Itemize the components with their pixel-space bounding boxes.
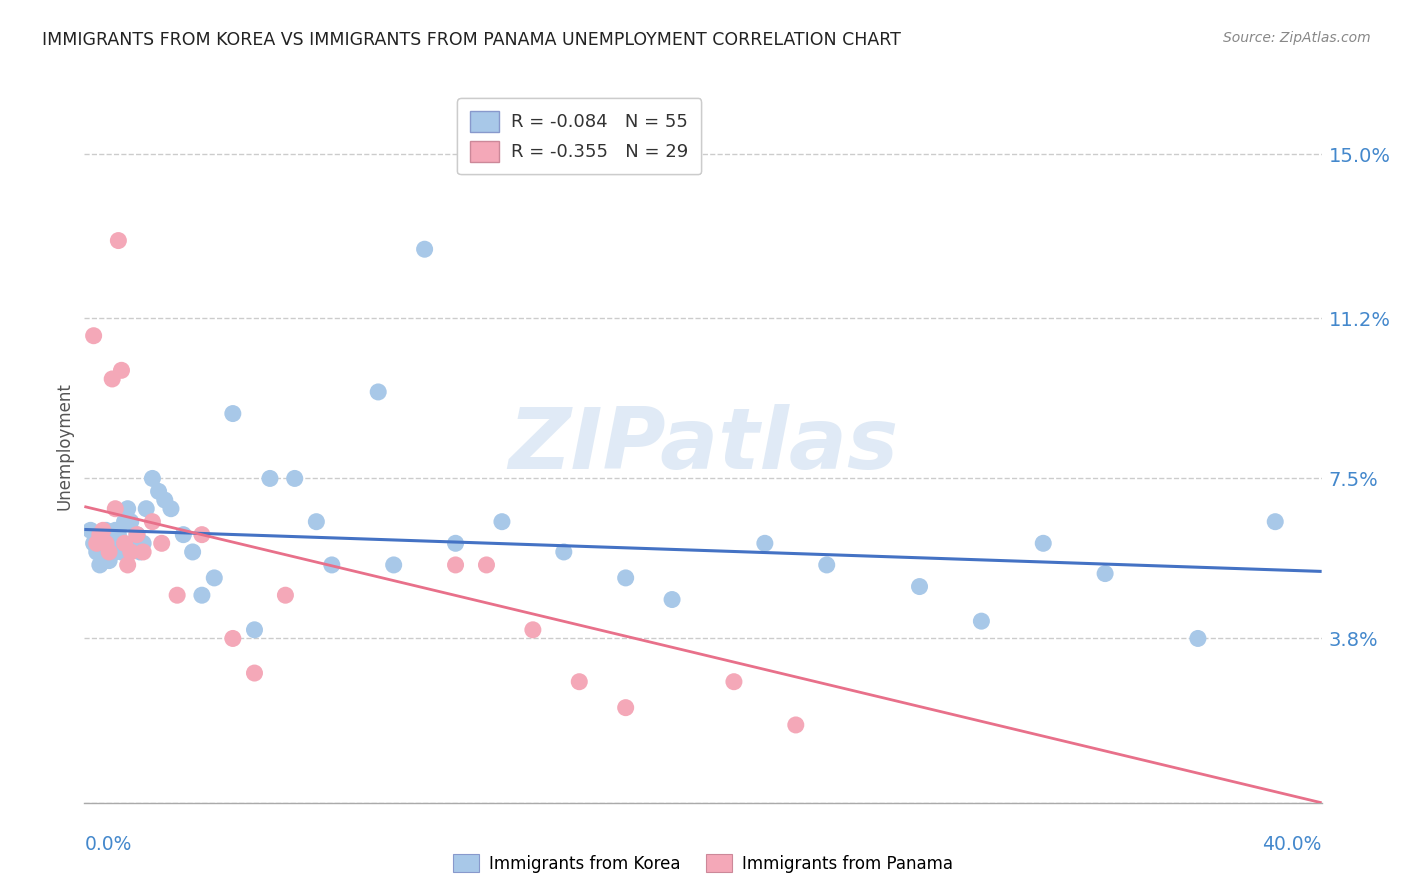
Point xyxy=(444,536,467,550)
Point xyxy=(79,524,101,538)
Point xyxy=(104,545,127,559)
Point xyxy=(141,515,163,529)
Point xyxy=(98,536,121,550)
Point xyxy=(132,536,155,550)
Point xyxy=(259,471,281,485)
Point xyxy=(568,674,591,689)
Point xyxy=(153,493,176,508)
Point xyxy=(120,515,142,529)
Point xyxy=(114,536,136,550)
Point xyxy=(785,718,807,732)
Text: 0.0%: 0.0% xyxy=(84,835,132,854)
Point xyxy=(191,527,214,541)
Point xyxy=(117,558,139,572)
Y-axis label: Unemployment: Unemployment xyxy=(55,382,73,510)
Point xyxy=(723,674,745,689)
Point xyxy=(89,558,111,572)
Point xyxy=(107,234,129,248)
Point xyxy=(661,592,683,607)
Legend: Immigrants from Korea, Immigrants from Panama: Immigrants from Korea, Immigrants from P… xyxy=(446,847,960,880)
Point xyxy=(91,524,114,538)
Point xyxy=(222,407,245,421)
Point xyxy=(491,515,513,529)
Point xyxy=(83,536,105,550)
Point xyxy=(908,580,931,594)
Point xyxy=(150,536,173,550)
Point xyxy=(101,372,124,386)
Point xyxy=(475,558,498,572)
Point xyxy=(114,515,136,529)
Point xyxy=(148,484,170,499)
Point xyxy=(181,545,204,559)
Text: 40.0%: 40.0% xyxy=(1263,835,1322,854)
Point xyxy=(191,588,214,602)
Point xyxy=(120,545,142,559)
Point xyxy=(104,524,127,538)
Point xyxy=(101,536,124,550)
Point xyxy=(367,384,389,399)
Point xyxy=(125,527,148,541)
Text: Source: ZipAtlas.com: Source: ZipAtlas.com xyxy=(1223,31,1371,45)
Text: IMMIGRANTS FROM KOREA VS IMMIGRANTS FROM PANAMA UNEMPLOYMENT CORRELATION CHART: IMMIGRANTS FROM KOREA VS IMMIGRANTS FROM… xyxy=(42,31,901,49)
Point xyxy=(86,536,108,550)
Point xyxy=(94,536,117,550)
Point xyxy=(614,700,637,714)
Point xyxy=(614,571,637,585)
Point xyxy=(132,545,155,559)
Point xyxy=(110,536,132,550)
Point xyxy=(98,545,121,559)
Point xyxy=(94,545,117,559)
Point xyxy=(98,553,121,567)
Point xyxy=(1187,632,1209,646)
Point xyxy=(274,588,297,602)
Point xyxy=(202,571,225,585)
Point xyxy=(125,527,148,541)
Point xyxy=(91,536,114,550)
Point xyxy=(83,328,105,343)
Text: ZIPatlas: ZIPatlas xyxy=(508,404,898,488)
Point xyxy=(89,527,111,541)
Point xyxy=(141,471,163,485)
Point xyxy=(104,501,127,516)
Point xyxy=(89,527,111,541)
Point xyxy=(110,363,132,377)
Point xyxy=(1094,566,1116,581)
Point xyxy=(243,666,266,681)
Point xyxy=(413,242,436,256)
Point xyxy=(122,536,145,550)
Point xyxy=(1032,536,1054,550)
Point xyxy=(284,471,307,485)
Point xyxy=(135,501,157,516)
Point xyxy=(754,536,776,550)
Point xyxy=(970,614,993,628)
Point xyxy=(172,527,194,541)
Point xyxy=(522,623,544,637)
Point xyxy=(160,501,183,516)
Point xyxy=(91,545,114,559)
Point xyxy=(305,515,328,529)
Point xyxy=(553,545,575,559)
Point xyxy=(382,558,405,572)
Point xyxy=(107,527,129,541)
Point xyxy=(86,545,108,559)
Point xyxy=(166,588,188,602)
Point xyxy=(110,545,132,559)
Point xyxy=(444,558,467,572)
Point xyxy=(94,524,117,538)
Point xyxy=(1264,515,1286,529)
Legend: R = -0.084   N = 55, R = -0.355   N = 29: R = -0.084 N = 55, R = -0.355 N = 29 xyxy=(457,98,702,174)
Point xyxy=(243,623,266,637)
Point xyxy=(321,558,343,572)
Point xyxy=(129,545,152,559)
Point xyxy=(222,632,245,646)
Point xyxy=(117,501,139,516)
Point xyxy=(815,558,838,572)
